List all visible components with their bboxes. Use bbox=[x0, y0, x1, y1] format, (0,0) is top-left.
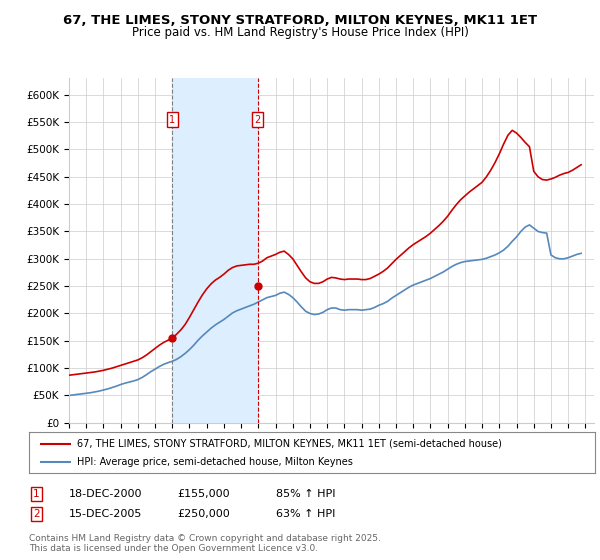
Text: 63% ↑ HPI: 63% ↑ HPI bbox=[276, 509, 335, 519]
Text: 1: 1 bbox=[169, 115, 175, 125]
Text: 67, THE LIMES, STONY STRATFORD, MILTON KEYNES, MK11 1ET (semi-detached house): 67, THE LIMES, STONY STRATFORD, MILTON K… bbox=[77, 439, 502, 449]
Text: HPI: Average price, semi-detached house, Milton Keynes: HPI: Average price, semi-detached house,… bbox=[77, 457, 353, 466]
Text: Contains HM Land Registry data © Crown copyright and database right 2025.
This d: Contains HM Land Registry data © Crown c… bbox=[29, 534, 380, 553]
Text: 67, THE LIMES, STONY STRATFORD, MILTON KEYNES, MK11 1ET: 67, THE LIMES, STONY STRATFORD, MILTON K… bbox=[63, 14, 537, 27]
Text: Price paid vs. HM Land Registry's House Price Index (HPI): Price paid vs. HM Land Registry's House … bbox=[131, 26, 469, 39]
Text: £250,000: £250,000 bbox=[177, 509, 230, 519]
Bar bbox=[172, 78, 257, 423]
Text: 2: 2 bbox=[33, 509, 40, 519]
Text: 2: 2 bbox=[254, 115, 261, 125]
Text: 15-DEC-2005: 15-DEC-2005 bbox=[69, 509, 142, 519]
Text: 85% ↑ HPI: 85% ↑ HPI bbox=[276, 489, 335, 499]
Text: £155,000: £155,000 bbox=[177, 489, 230, 499]
Text: 18-DEC-2000: 18-DEC-2000 bbox=[69, 489, 143, 499]
Text: 1: 1 bbox=[33, 489, 40, 499]
